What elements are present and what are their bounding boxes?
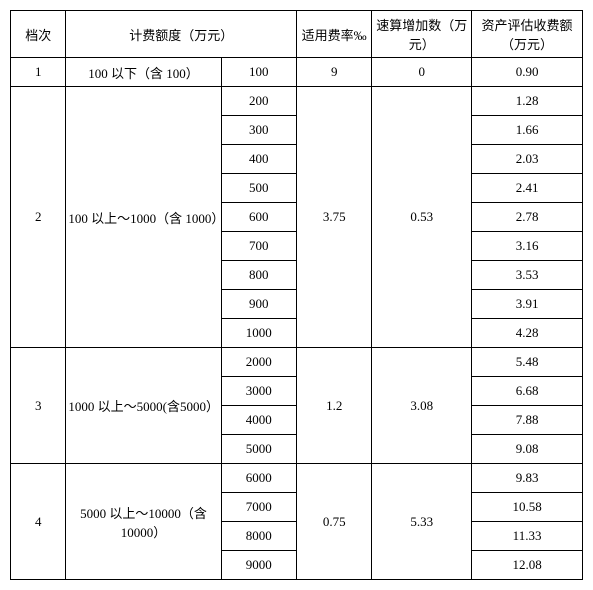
quick-add-cell: 0: [372, 58, 472, 87]
amount-cell: 8000: [221, 522, 296, 551]
fee-cell: 12.08: [472, 551, 583, 580]
rate-cell: 3.75: [297, 87, 372, 348]
table-row: 2 100 以上～1000（含 1000） 200 3.75 0.53 1.28: [11, 87, 583, 116]
range-text-cell: 5000 以上～10000（含 10000）: [66, 464, 221, 580]
range-text-cell: 1000 以上～5000(含5000）: [66, 348, 221, 464]
fee-cell: 1.28: [472, 87, 583, 116]
fee-cell: 4.28: [472, 319, 583, 348]
fee-cell: 6.68: [472, 377, 583, 406]
amount-cell: 9000: [221, 551, 296, 580]
amount-cell: 700: [221, 232, 296, 261]
fee-cell: 10.58: [472, 493, 583, 522]
header-row: 档次 计费额度（万元） 适用费率‰ 速算增加数（万元） 资产评估收费额（万元）: [11, 11, 583, 58]
amount-cell: 400: [221, 145, 296, 174]
amount-cell: 200: [221, 87, 296, 116]
fee-cell: 2.78: [472, 203, 583, 232]
fee-cell: 2.41: [472, 174, 583, 203]
fee-cell: 3.53: [472, 261, 583, 290]
fee-cell: 9.83: [472, 464, 583, 493]
range-text-cell: 100 以下（含 100）: [66, 58, 221, 87]
range-text-cell: 100 以上～1000（含 1000）: [66, 87, 221, 348]
fee-cell: 2.03: [472, 145, 583, 174]
rate-cell: 1.2: [297, 348, 372, 464]
tier-cell: 2: [11, 87, 66, 348]
header-rate: 适用费率‰: [297, 11, 372, 58]
amount-cell: 1000: [221, 319, 296, 348]
fee-cell: 9.08: [472, 435, 583, 464]
amount-cell: 6000: [221, 464, 296, 493]
amount-cell: 2000: [221, 348, 296, 377]
amount-cell: 7000: [221, 493, 296, 522]
rate-cell: 0.75: [297, 464, 372, 580]
amount-cell: 900: [221, 290, 296, 319]
amount-cell: 4000: [221, 406, 296, 435]
header-quick-add: 速算增加数（万元）: [372, 11, 472, 58]
fee-cell: 11.33: [472, 522, 583, 551]
amount-cell: 800: [221, 261, 296, 290]
fee-cell: 5.48: [472, 348, 583, 377]
header-billing-amount: 计费额度（万元）: [66, 11, 297, 58]
rate-cell: 9: [297, 58, 372, 87]
amount-cell: 5000: [221, 435, 296, 464]
amount-cell: 100: [221, 58, 296, 87]
table-row: 1 100 以下（含 100） 100 9 0 0.90: [11, 58, 583, 87]
amount-cell: 3000: [221, 377, 296, 406]
fee-cell: 3.16: [472, 232, 583, 261]
table-row: 4 5000 以上～10000（含 10000） 6000 0.75 5.33 …: [11, 464, 583, 493]
quick-add-cell: 0.53: [372, 87, 472, 348]
quick-add-cell: 5.33: [372, 464, 472, 580]
fee-table: 档次 计费额度（万元） 适用费率‰ 速算增加数（万元） 资产评估收费额（万元） …: [10, 10, 583, 580]
header-tier: 档次: [11, 11, 66, 58]
header-fee: 资产评估收费额（万元）: [472, 11, 583, 58]
table-row: 3 1000 以上～5000(含5000） 2000 1.2 3.08 5.48: [11, 348, 583, 377]
amount-cell: 300: [221, 116, 296, 145]
fee-cell: 0.90: [472, 58, 583, 87]
fee-cell: 1.66: [472, 116, 583, 145]
tier-cell: 1: [11, 58, 66, 87]
amount-cell: 500: [221, 174, 296, 203]
tier-cell: 4: [11, 464, 66, 580]
quick-add-cell: 3.08: [372, 348, 472, 464]
amount-cell: 600: [221, 203, 296, 232]
table-body: 1 100 以下（含 100） 100 9 0 0.90 2 100 以上～10…: [11, 58, 583, 580]
tier-cell: 3: [11, 348, 66, 464]
fee-cell: 7.88: [472, 406, 583, 435]
fee-cell: 3.91: [472, 290, 583, 319]
